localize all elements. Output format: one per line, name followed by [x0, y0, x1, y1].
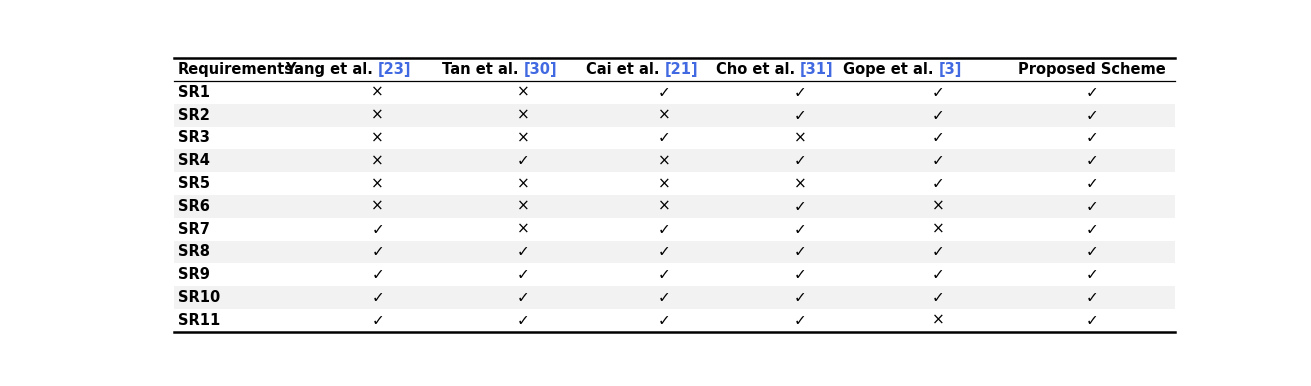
- Text: SR6: SR6: [178, 199, 210, 214]
- Text: ✓: ✓: [517, 244, 530, 259]
- Text: ✓: ✓: [517, 313, 530, 328]
- Text: ✓: ✓: [517, 290, 530, 305]
- Text: ✓: ✓: [793, 244, 806, 259]
- Text: ×: ×: [371, 176, 384, 191]
- Text: ×: ×: [932, 313, 945, 328]
- Text: ✓: ✓: [658, 313, 671, 328]
- Text: ×: ×: [371, 153, 384, 168]
- Text: Tan et al.: Tan et al.: [442, 62, 523, 77]
- Text: [21]: [21]: [665, 62, 697, 77]
- Text: ✓: ✓: [1086, 244, 1099, 259]
- Text: SR3: SR3: [178, 130, 210, 146]
- Text: ✓: ✓: [932, 244, 945, 259]
- Text: ✓: ✓: [658, 130, 671, 146]
- Text: ×: ×: [371, 85, 384, 100]
- Text: ×: ×: [658, 153, 671, 168]
- Text: ✓: ✓: [1086, 176, 1099, 191]
- Text: SR2: SR2: [178, 108, 210, 123]
- Text: ✓: ✓: [517, 267, 530, 282]
- Text: SR9: SR9: [178, 267, 210, 282]
- Text: SR10: SR10: [178, 290, 220, 305]
- Text: ✓: ✓: [932, 130, 945, 146]
- Text: Cho et al.: Cho et al.: [716, 62, 800, 77]
- Text: [30]: [30]: [523, 62, 557, 77]
- Text: ✓: ✓: [658, 222, 671, 237]
- Text: SR8: SR8: [178, 244, 210, 259]
- Text: ✓: ✓: [1086, 85, 1099, 100]
- Text: ✓: ✓: [517, 153, 530, 168]
- Text: ✓: ✓: [793, 222, 806, 237]
- Text: SR4: SR4: [178, 153, 210, 168]
- Text: ✓: ✓: [371, 267, 384, 282]
- Text: ×: ×: [517, 108, 530, 123]
- Text: ✓: ✓: [1086, 199, 1099, 214]
- Text: Yang et al.: Yang et al.: [284, 62, 378, 77]
- Text: ×: ×: [658, 199, 671, 214]
- Text: ✓: ✓: [793, 267, 806, 282]
- Text: ×: ×: [517, 199, 530, 214]
- Text: ✓: ✓: [1086, 108, 1099, 123]
- Text: ✓: ✓: [658, 244, 671, 259]
- Text: ✓: ✓: [1086, 313, 1099, 328]
- Text: ×: ×: [517, 85, 530, 100]
- Bar: [174, 286, 1175, 309]
- Text: ×: ×: [658, 108, 671, 123]
- Text: ×: ×: [371, 108, 384, 123]
- Text: ×: ×: [932, 199, 945, 214]
- Text: [23]: [23]: [378, 62, 412, 77]
- Text: SR1: SR1: [178, 85, 210, 100]
- Text: ×: ×: [793, 130, 806, 146]
- Text: ✓: ✓: [932, 267, 945, 282]
- Text: ✓: ✓: [1086, 222, 1099, 237]
- Text: ✓: ✓: [932, 85, 945, 100]
- Text: ✓: ✓: [932, 153, 945, 168]
- Text: Gope et al.: Gope et al.: [843, 62, 939, 77]
- Text: ✓: ✓: [932, 108, 945, 123]
- Text: ✓: ✓: [371, 313, 384, 328]
- Text: ✓: ✓: [793, 153, 806, 168]
- Text: ×: ×: [932, 222, 945, 237]
- Text: ×: ×: [793, 176, 806, 191]
- Text: ×: ×: [371, 130, 384, 146]
- Text: ✓: ✓: [1086, 267, 1099, 282]
- Text: Cai et al.: Cai et al.: [586, 62, 665, 77]
- Text: ×: ×: [658, 176, 671, 191]
- Text: Requirements: Requirements: [178, 62, 294, 77]
- Text: ×: ×: [517, 130, 530, 146]
- Bar: [174, 195, 1175, 218]
- Text: ✓: ✓: [793, 290, 806, 305]
- Text: ✓: ✓: [793, 313, 806, 328]
- Text: ✓: ✓: [1086, 290, 1099, 305]
- Text: SR11: SR11: [178, 313, 220, 328]
- Text: ✓: ✓: [932, 290, 945, 305]
- Text: ✓: ✓: [658, 85, 671, 100]
- Text: SR5: SR5: [178, 176, 210, 191]
- Text: ✓: ✓: [658, 267, 671, 282]
- Text: ✓: ✓: [793, 199, 806, 214]
- Text: SR7: SR7: [178, 222, 210, 237]
- Text: ✓: ✓: [932, 176, 945, 191]
- Text: ✓: ✓: [1086, 153, 1099, 168]
- Text: ✓: ✓: [793, 108, 806, 123]
- Bar: [174, 240, 1175, 263]
- Text: ✓: ✓: [371, 222, 384, 237]
- Text: ×: ×: [371, 199, 384, 214]
- Bar: [174, 104, 1175, 127]
- Bar: [174, 149, 1175, 172]
- Text: ✓: ✓: [658, 290, 671, 305]
- Text: ×: ×: [517, 176, 530, 191]
- Text: ✓: ✓: [371, 244, 384, 259]
- Text: ×: ×: [517, 222, 530, 237]
- Text: ✓: ✓: [1086, 130, 1099, 146]
- Text: [3]: [3]: [939, 62, 962, 77]
- Text: ✓: ✓: [793, 85, 806, 100]
- Text: ✓: ✓: [371, 290, 384, 305]
- Text: Proposed Scheme: Proposed Scheme: [1017, 62, 1165, 77]
- Text: [31]: [31]: [800, 62, 834, 77]
